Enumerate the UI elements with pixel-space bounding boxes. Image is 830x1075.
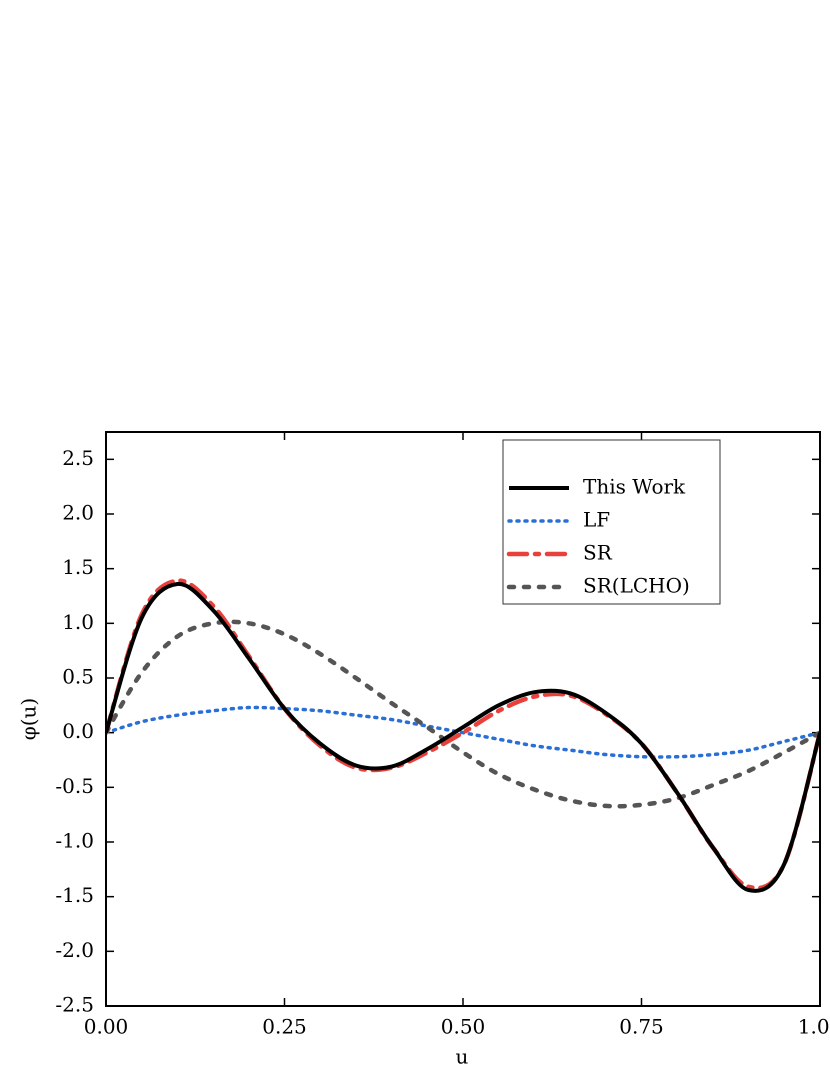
x-tick-label: 1.00: [798, 1015, 830, 1039]
x-axis-label: u: [456, 1045, 469, 1069]
legend-label: SR: [583, 541, 613, 565]
series-line: [106, 581, 820, 893]
y-tick-label: 0.5: [62, 665, 94, 689]
y-tick-label: 2.0: [62, 501, 94, 525]
series-line: [106, 619, 820, 809]
y-tick-label: 0.0: [62, 719, 94, 743]
x-tick-label: 0.75: [619, 1015, 664, 1039]
legend-label: SR(LCHO): [583, 574, 690, 598]
y-tick-label: 2.5: [62, 446, 94, 470]
legend-box: [502, 439, 721, 605]
x-tick-label: 0.00: [84, 1015, 129, 1039]
y-axis-label: φ(u): [17, 698, 41, 741]
y-tick-label: -2.0: [55, 938, 94, 962]
legend-label: This Work: [583, 475, 686, 499]
y-tick-label: -1.5: [55, 883, 94, 907]
y-tick-label: -1.0: [55, 829, 94, 853]
legend-label: LF: [583, 508, 610, 532]
x-tick-label: 0.50: [441, 1015, 486, 1039]
x-tick-label: 0.25: [262, 1015, 307, 1039]
y-tick-label: 1.0: [62, 610, 94, 634]
y-tick-label: -2.5: [55, 993, 94, 1017]
y-tick-label: 1.5: [62, 555, 94, 579]
series-line: [106, 705, 820, 759]
y-tick-label: -0.5: [55, 774, 94, 798]
plot-frame: [105, 431, 821, 1007]
